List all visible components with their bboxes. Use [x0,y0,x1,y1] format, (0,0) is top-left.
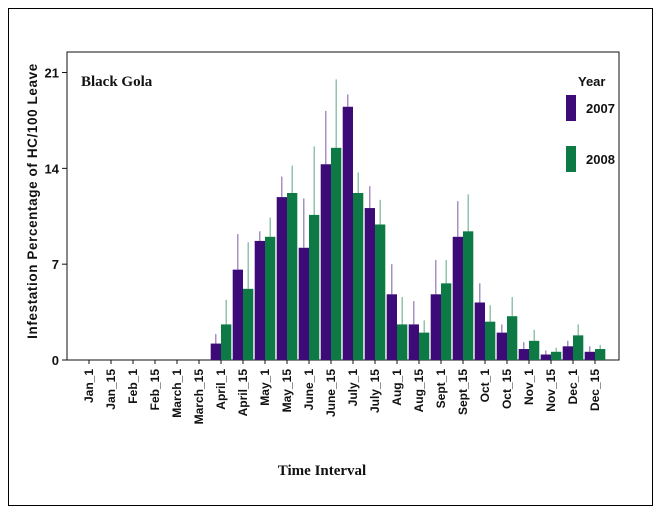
bar-2007-May_15 [276,197,287,360]
bar-2008-April_1 [221,324,232,360]
x-tick-label: April_1 [214,369,228,410]
y-tick-label: 0 [52,353,59,368]
panel-label: Black Gola [81,74,153,90]
bar-2008-June_1 [309,214,320,360]
x-tick-label: Nov_15 [544,369,558,412]
bar-2007-June_1 [298,247,309,360]
x-tick-label: Oct_15 [500,369,514,409]
bar-2007-Dec_15 [584,351,595,360]
legend-title: Year [578,74,605,89]
bar-2007-Oct_1 [474,302,485,360]
x-tick-label: June_15 [324,369,338,417]
y-axis-label: Infestation Percentage of HC/100 Leave [25,63,40,339]
bar-2007-Nov_15 [540,354,551,360]
y-tick-label: 21 [45,66,59,81]
x-tick-label: Oct_1 [478,369,492,403]
bar-2008-May_15 [287,192,298,360]
bar-2007-May_1 [254,240,265,360]
bar-2007-June_15 [320,164,331,360]
bar-2007-July_15 [364,208,375,360]
y-tick-label: 14 [45,161,60,176]
x-tick-label: May_15 [280,369,294,413]
bar-2008-Sept_15 [463,231,474,360]
x-tick-label: Feb_15 [148,369,162,411]
plot-area: 0 7 14 21 Jan_1 Jan_15 Feb_1 Feb_15 March_1 March… [45,51,620,425]
x-tick-label: March_15 [192,369,206,425]
bar-2007-Dec_1 [562,346,573,360]
x-tick-label: Aug_1 [390,369,404,406]
legend-label-2008: 2008 [586,152,615,167]
bar-2008-Dec_1 [573,335,584,360]
legend: Year 2007 2008 [566,74,615,172]
bar-2008-June_15 [331,147,342,360]
bar-2007-Sept_15 [452,236,463,360]
bar-2007-Nov_1 [518,349,529,360]
bar-2007-Oct_15 [496,332,507,360]
x-tick-label: June_1 [302,369,316,411]
bar-2008-Nov_1 [529,340,540,360]
x-tick-label: Sept_1 [434,369,448,409]
x-tick-label: Dec_1 [566,369,580,405]
bar-2008-Nov_15 [551,351,562,360]
bar-2008-July_15 [375,224,386,360]
legend-label-2007: 2007 [586,101,615,116]
bar-2007-April_15 [232,269,243,360]
x-tick-label: Aug_15 [412,369,426,413]
bar-2007-Aug_1 [386,294,397,360]
x-tick-label: July_15 [368,369,382,413]
x-tick-label: Dec_15 [588,369,602,411]
y-tick-label: 7 [52,257,59,272]
x-tick-label: Jan_1 [82,369,96,403]
bar-2007-July_1 [342,106,353,360]
bar-2008-Aug_1 [397,324,408,360]
x-tick-label: May_1 [258,369,272,406]
bar-2008-Dec_15 [595,349,606,360]
x-tick-label: April_15 [236,369,250,417]
bar-2008-April_15 [243,288,254,360]
bar-2008-July_1 [353,192,364,360]
bar-2008-Sept_1 [441,283,452,360]
x-tick-label: Feb_1 [126,369,140,404]
bar-2008-Aug_15 [419,332,430,360]
x-axis-label: Time Interval [278,463,366,479]
bar-2008-Oct_1 [485,321,496,360]
legend-swatch-2008 [566,146,576,172]
x-tick-label: Sept_15 [456,369,470,415]
bar-2007-April_1 [210,343,221,360]
x-tick-label: July_1 [346,369,360,407]
bar-2008-May_1 [265,236,276,360]
x-tick-label: March_1 [170,369,184,418]
bar-2008-Oct_15 [507,316,518,360]
bar-2007-Sept_1 [430,294,441,360]
x-tick-label: Nov_1 [522,369,536,405]
bar-2007-Aug_15 [408,324,419,360]
legend-swatch-2007 [566,95,576,121]
x-tick-label: Jan_15 [104,369,118,410]
